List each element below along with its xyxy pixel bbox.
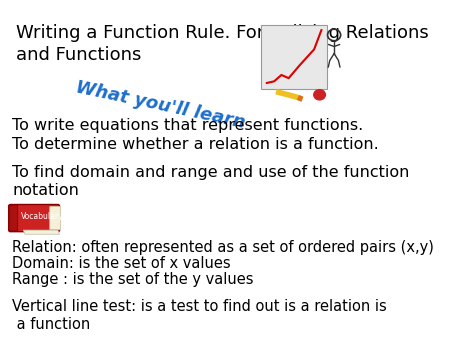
FancyBboxPatch shape [50,207,60,230]
Text: Writing a Function Rule. Formalizing Relations
and Functions: Writing a Function Rule. Formalizing Rel… [16,24,429,64]
Text: Vertical line test: is a test to find out is a relation is
 a function: Vertical line test: is a test to find ou… [12,299,387,333]
FancyBboxPatch shape [261,25,327,89]
Text: What you'll learn: What you'll learn [74,78,247,132]
Circle shape [314,90,325,100]
FancyBboxPatch shape [9,204,59,232]
Text: Range : is the set of the y values: Range : is the set of the y values [12,272,254,287]
Text: To find domain and range and use of the function
notation: To find domain and range and use of the … [12,165,410,198]
Polygon shape [23,230,59,234]
Text: Relation: often represented as a set of ordered pairs (x,y): Relation: often represented as a set of … [12,240,434,255]
Text: Vocabulary: Vocabulary [22,212,64,221]
Text: To determine whether a relation is a function.: To determine whether a relation is a fun… [12,137,379,152]
FancyBboxPatch shape [10,206,18,231]
Text: Domain: is the set of x values: Domain: is the set of x values [12,256,231,271]
Text: To write equations that represent functions.: To write equations that represent functi… [12,118,364,133]
